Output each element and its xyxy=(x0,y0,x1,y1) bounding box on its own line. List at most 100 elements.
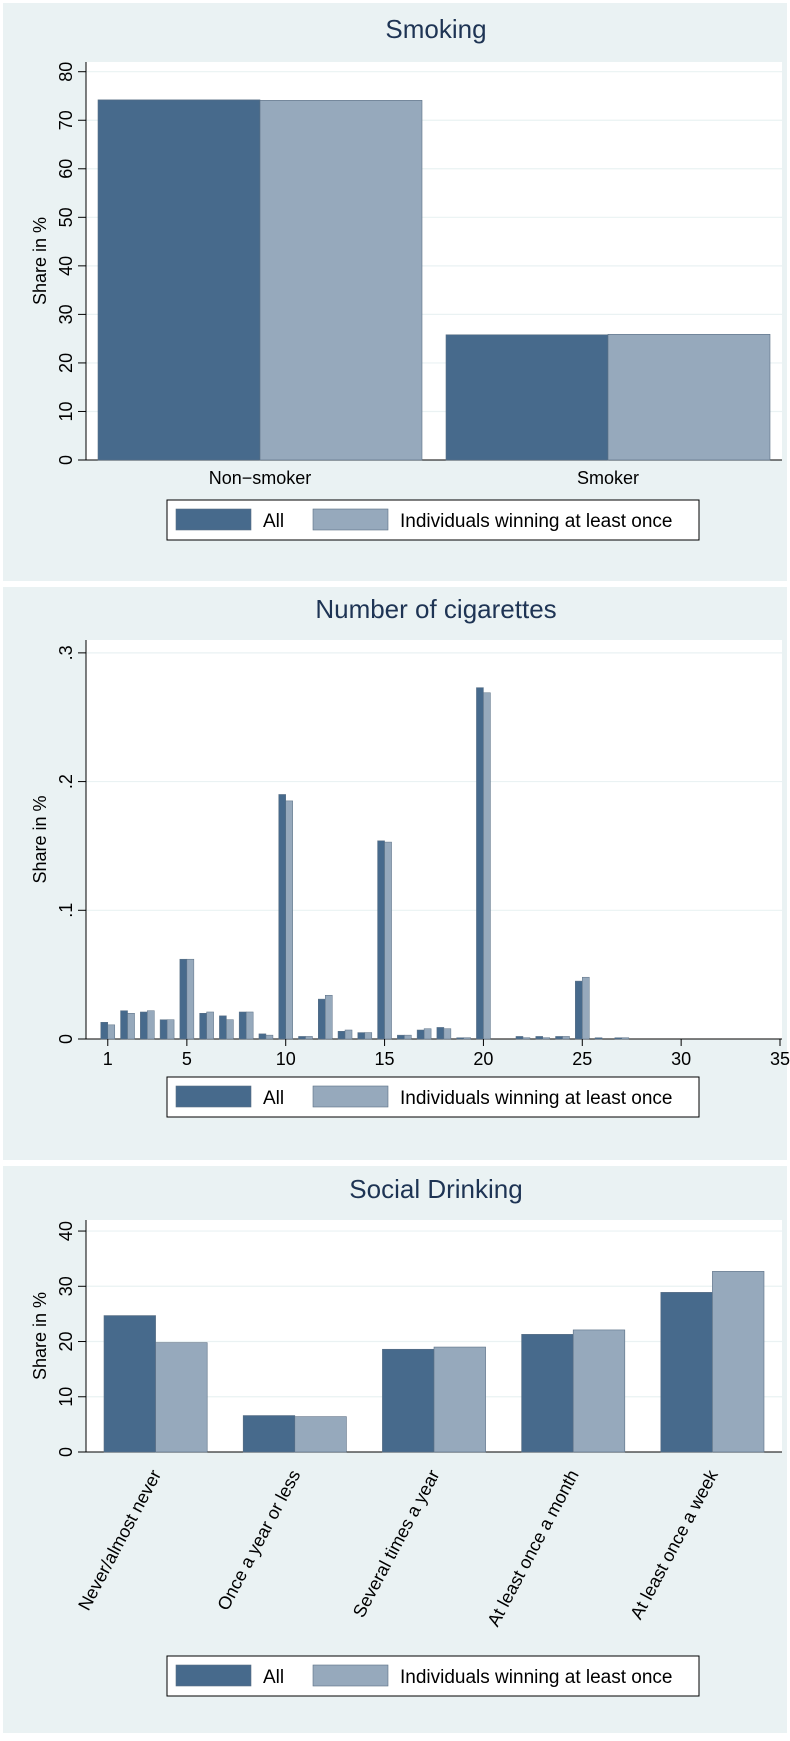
bar-winning xyxy=(483,692,491,1040)
bar-all xyxy=(278,794,286,1040)
x-tick-label: Smoker xyxy=(577,468,639,488)
legend-box xyxy=(166,1076,700,1118)
y-tick-label: 20 xyxy=(56,1332,76,1352)
legend-box xyxy=(166,499,700,541)
bar-all xyxy=(103,1315,156,1453)
bar-winning xyxy=(294,1416,347,1453)
legend-label-all: All xyxy=(263,511,284,532)
bar-winning xyxy=(384,841,392,1040)
bar-winning xyxy=(582,976,590,1040)
bar-winning xyxy=(127,1013,135,1040)
bar-winning xyxy=(226,1019,234,1040)
x-tick-label: 30 xyxy=(671,1049,691,1069)
y-tick-label: 80 xyxy=(56,62,76,82)
bar-all xyxy=(436,1027,445,1040)
bar-winning xyxy=(542,1037,550,1040)
bar-winning xyxy=(572,1329,626,1453)
bar-winning xyxy=(463,1037,471,1040)
y-tick-label: 10 xyxy=(56,1387,76,1407)
bar-all xyxy=(159,1019,168,1040)
bar-winning xyxy=(443,1028,452,1040)
legend-swatch-all xyxy=(175,508,252,531)
bar-winning xyxy=(147,1010,155,1040)
y-tick-label: 0 xyxy=(56,1034,76,1044)
bar-all xyxy=(614,1037,623,1040)
y-tick-label: 40 xyxy=(56,1221,76,1241)
bar-winning xyxy=(433,1346,486,1453)
plot-area xyxy=(86,640,782,1039)
bar-all xyxy=(416,1029,425,1040)
bar-winning xyxy=(107,1024,116,1040)
bar-all xyxy=(242,1415,296,1453)
bar-winning xyxy=(423,1028,432,1040)
bar-all xyxy=(199,1013,207,1040)
x-tick-label: 15 xyxy=(375,1049,395,1069)
bar-winning xyxy=(155,1342,208,1453)
y-tick-label: 40 xyxy=(56,256,76,276)
bar-winning xyxy=(562,1036,570,1040)
bar-all xyxy=(594,1037,603,1040)
legend-swatch-all xyxy=(175,1664,252,1687)
y-tick-label: 20 xyxy=(56,353,76,373)
legend-box xyxy=(166,1655,700,1697)
x-tick-label: 10 xyxy=(276,1049,296,1069)
y-axis-label: Share in % xyxy=(30,795,50,883)
x-tick-label: 5 xyxy=(182,1049,192,1069)
bar-all xyxy=(100,1022,109,1040)
bar-winning xyxy=(285,800,293,1040)
bar-all xyxy=(521,1334,574,1453)
y-axis-label: Share in % xyxy=(30,217,50,305)
bar-all xyxy=(515,1036,524,1040)
bar-winning xyxy=(166,1019,175,1040)
x-tick-label: Non−smoker xyxy=(209,468,312,488)
y-tick-label: 70 xyxy=(56,110,76,130)
bar-all xyxy=(179,958,188,1040)
y-tick-label: 30 xyxy=(56,304,76,324)
bar-all xyxy=(456,1037,464,1040)
bar-winning xyxy=(522,1037,531,1040)
y-axis-label: Share in % xyxy=(30,1292,50,1380)
x-tick-label: 35 xyxy=(770,1049,790,1069)
bar-winning xyxy=(206,1011,214,1040)
chart-title: Social Drinking xyxy=(349,1174,522,1204)
bar-all xyxy=(382,1348,435,1453)
chart-title: Smoking xyxy=(385,14,486,44)
legend-swatch-all xyxy=(175,1085,252,1108)
legend: All Individuals winning at least once xyxy=(166,499,700,541)
bar-all xyxy=(238,1011,247,1040)
bar-all xyxy=(660,1292,713,1453)
bar-all xyxy=(337,1031,346,1040)
x-tick-label: 1 xyxy=(103,1049,113,1069)
bar-winning xyxy=(607,333,771,461)
bar-winning xyxy=(305,1036,313,1040)
bar-all xyxy=(318,998,326,1040)
bar-winning xyxy=(265,1034,274,1040)
bar-winning xyxy=(245,1011,254,1040)
bar-winning xyxy=(712,1271,765,1453)
bar-winning xyxy=(621,1037,630,1040)
bar-all xyxy=(258,1033,267,1040)
chart-title: Number of cigarettes xyxy=(315,594,556,624)
bar-all xyxy=(555,1036,563,1040)
bar-winning xyxy=(364,1032,373,1040)
chart-panel-1: Smoking 0 10 20 30 40 50 60 70 80 Share in % Non−sm… xyxy=(3,3,787,581)
bar-all xyxy=(535,1036,543,1040)
y-tick-label: 50 xyxy=(56,207,76,227)
legend-label-all: All xyxy=(263,1667,284,1688)
bar-all xyxy=(445,334,609,461)
bar-winning xyxy=(344,1029,353,1040)
legend: All Individuals winning at least once xyxy=(166,1655,700,1697)
bar-winning xyxy=(259,100,423,461)
x-tick-label: 25 xyxy=(572,1049,592,1069)
bar-all xyxy=(476,687,484,1040)
bar-all xyxy=(97,99,261,461)
y-tick-label: 60 xyxy=(56,159,76,179)
bar-all xyxy=(219,1015,227,1040)
y-tick-label: .1 xyxy=(56,903,76,918)
bar-all xyxy=(120,1010,128,1040)
bar-all xyxy=(298,1036,306,1040)
